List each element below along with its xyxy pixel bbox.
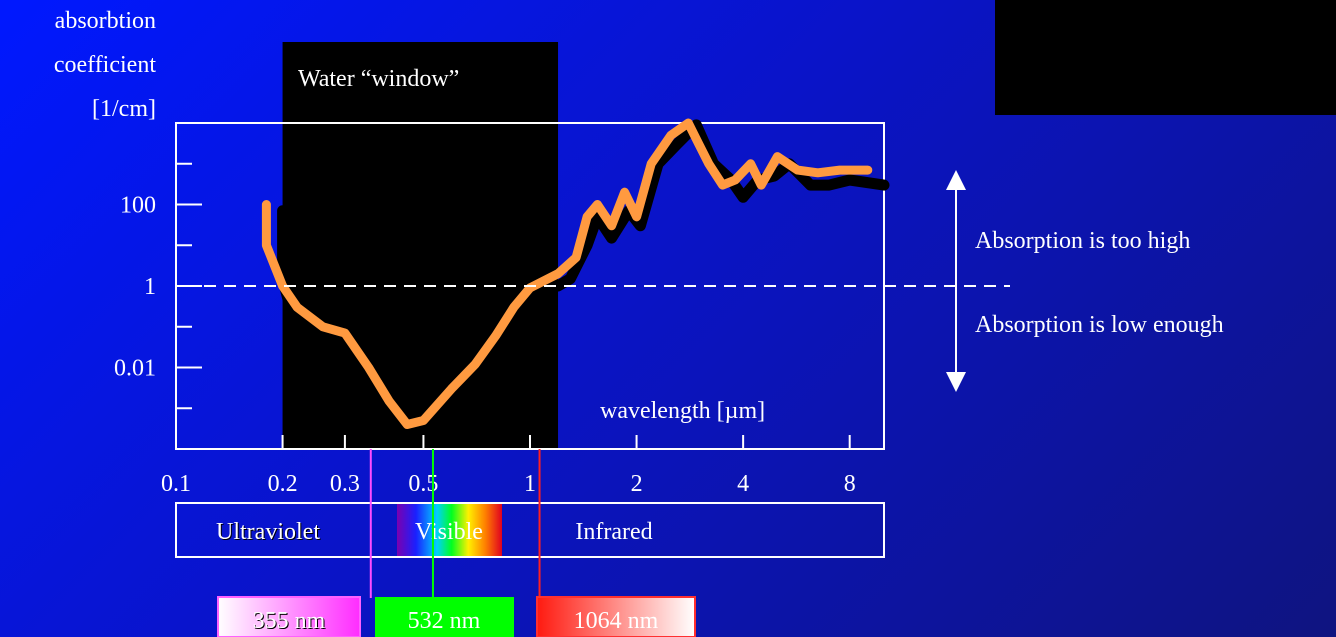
laser-label-532: 532 nm — [408, 608, 481, 634]
y-axis-label-line-3: [1/cm] — [92, 96, 156, 122]
laser-lines — [369, 449, 541, 598]
x-axis-label: wavelength [µm] — [600, 398, 765, 424]
y-tick-label: 0.01 — [114, 356, 156, 382]
double-arrow — [946, 170, 966, 392]
laser-label-355: 355 nm — [253, 608, 326, 634]
annotation-too-high: Absorption is too high — [975, 228, 1190, 254]
y-axis-ticks: 100 1 0.01 — [114, 162, 202, 410]
band-label-ultraviolet: Ultraviolet — [216, 519, 320, 545]
x-tick-label: 0.1 — [161, 471, 191, 497]
x-tick-label: 2 — [631, 471, 643, 497]
corner-black-box — [995, 0, 1336, 115]
band-label-visible: Visible — [415, 519, 483, 545]
x-tick-label: 8 — [844, 471, 856, 497]
laser-label-1064: 1064 nm — [574, 608, 659, 634]
band-label-infrared: Infrared — [575, 519, 652, 545]
x-tick-label: 1 — [524, 471, 536, 497]
y-axis-label-line-1: absorbtion — [55, 8, 156, 34]
x-tick-label: 4 — [737, 471, 749, 497]
y-axis-label-line-2: coefficient — [54, 52, 156, 78]
x-tick-label: 0.2 — [268, 471, 298, 497]
spectrum-band-bar — [175, 502, 885, 558]
visible-band-gradient — [397, 504, 502, 556]
laser-box-355: 355 nm — [217, 596, 361, 637]
y-tick-label: 100 — [120, 193, 156, 219]
series-line-orange — [261, 118, 873, 429]
annotation-low-enough: Absorption is low enough — [975, 312, 1224, 338]
y-tick-label: 1 — [144, 274, 156, 300]
laser-box-1064: 1064 nm — [536, 596, 696, 637]
water-window-label: Water “window” — [298, 66, 459, 92]
laser-box-532: 532 nm — [375, 597, 514, 637]
water-window-region — [282, 42, 559, 449]
x-axis-ticks: 0.1 0.2 0.3 0.5 1 2 4 8 — [161, 435, 856, 497]
x-tick-label: 0.3 — [330, 471, 360, 497]
